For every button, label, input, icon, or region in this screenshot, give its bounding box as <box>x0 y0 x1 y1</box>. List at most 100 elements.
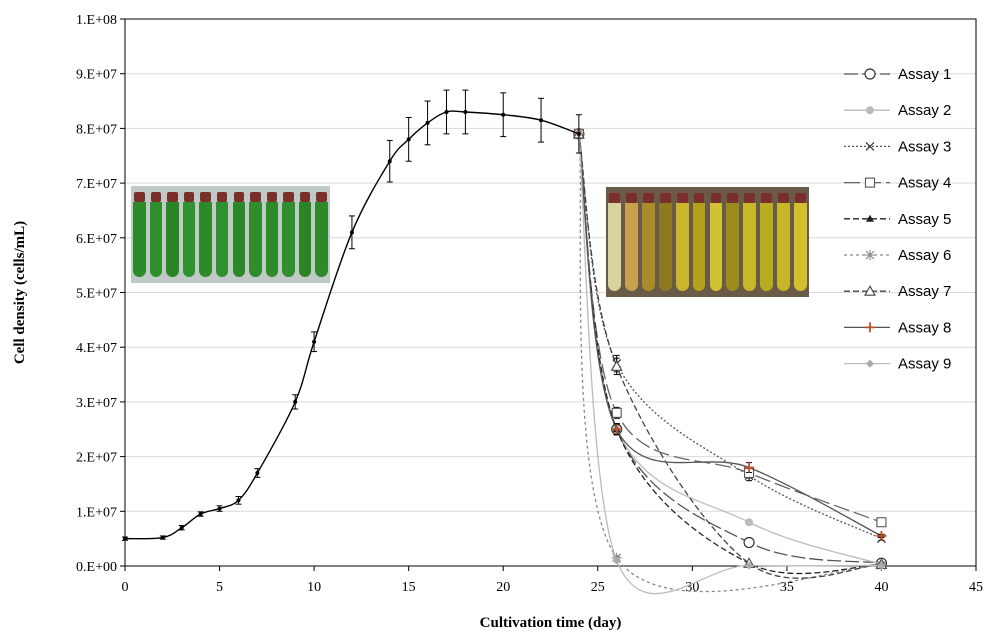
data-point <box>160 535 165 540</box>
culture-tube <box>133 202 146 277</box>
data-point <box>877 561 886 570</box>
legend-item: Assay 5 <box>844 211 951 228</box>
x-tick-label: 15 <box>402 580 416 595</box>
y-tick-label: 1.E+08 <box>76 13 117 28</box>
y-tick-label: 9.E+07 <box>76 68 117 83</box>
legend-marker <box>866 359 874 368</box>
y-tick-label: 6.E+07 <box>76 232 117 247</box>
x-tick-label: 40 <box>874 580 888 595</box>
growth-line <box>124 110 580 540</box>
data-point <box>349 230 354 235</box>
data-point <box>610 360 623 371</box>
growth-curve <box>122 89 582 541</box>
tube-cap <box>266 192 278 202</box>
tube-cap <box>625 193 637 203</box>
data-point <box>576 131 581 136</box>
tube-cap <box>134 192 145 202</box>
tube-cap <box>150 192 162 202</box>
series-9 <box>574 129 886 595</box>
x-tick-label: 25 <box>591 580 605 595</box>
legend-marker <box>865 141 875 151</box>
tube-cap <box>659 193 671 203</box>
data-point <box>501 112 506 117</box>
legend-label: Assay 7 <box>898 283 951 300</box>
y-tick-label: 8.E+07 <box>76 122 117 137</box>
tube-cap <box>216 192 228 202</box>
data-point <box>745 518 754 527</box>
legend-marker <box>864 68 876 80</box>
data-point <box>463 109 468 114</box>
culture-tube <box>692 203 706 291</box>
legend-marker <box>866 106 874 115</box>
x-tick-label: 45 <box>969 580 983 595</box>
culture-tube <box>282 202 295 277</box>
culture-tube <box>249 202 262 277</box>
culture-tube <box>608 203 621 291</box>
tube-cap <box>233 192 245 202</box>
culture-tube <box>658 203 672 291</box>
culture-tube <box>760 203 774 291</box>
culture-tube <box>166 202 179 277</box>
culture-tube <box>675 203 689 291</box>
data-point <box>236 498 241 503</box>
culture-tube <box>199 202 212 277</box>
culture-tube <box>149 202 163 277</box>
data-point <box>217 506 222 511</box>
tube-cap <box>299 192 311 202</box>
data-point <box>387 159 392 164</box>
culture-tube <box>641 203 655 291</box>
legend-label: Assay 4 <box>898 175 951 192</box>
culture-tube <box>777 203 791 291</box>
series-layer <box>572 127 888 595</box>
culture-tube <box>298 202 312 277</box>
culture-tube <box>709 203 723 291</box>
legend-item: Assay 2 <box>844 102 951 119</box>
legend-label: Assay 8 <box>898 319 951 336</box>
data-point <box>539 118 544 123</box>
y-tick-labels: 0.E+00 1.E+07 2.E+07 3.E+07 4.E+07 5.E+07 6.E+… <box>76 13 125 575</box>
data-point <box>745 561 754 570</box>
legend-item: Assay 9 <box>844 356 951 373</box>
data-point <box>406 137 411 142</box>
legend-item: Assay 8 <box>844 319 951 336</box>
data-point <box>611 407 622 418</box>
culture-tube <box>315 202 328 277</box>
y-tick-label: 5.E+07 <box>76 287 117 302</box>
data-point <box>444 109 449 114</box>
data-point <box>255 471 260 476</box>
culture-photo-green <box>131 186 330 283</box>
tube-cap <box>693 193 705 203</box>
culture-tube <box>182 202 196 277</box>
tube-cap <box>761 193 773 203</box>
legend-item: Assay 7 <box>844 283 951 300</box>
tube-cap <box>778 193 790 203</box>
gridlines <box>125 73 976 512</box>
tube-cap <box>609 193 620 203</box>
culture-tube <box>215 202 229 277</box>
tube-cap <box>183 192 195 202</box>
data-point <box>179 525 184 530</box>
x-tick-label: 35 <box>780 580 794 595</box>
series-line <box>578 133 882 537</box>
data-point <box>611 424 622 435</box>
legend-marker <box>866 214 874 222</box>
tube-cap <box>676 193 688 203</box>
legend-marker <box>864 285 876 296</box>
data-point <box>198 512 203 517</box>
data-point <box>123 536 127 541</box>
legend-label: Assay 5 <box>898 211 951 228</box>
culture-photo-yellow <box>606 187 809 297</box>
legend-marker <box>865 322 875 333</box>
legend-label: Assay 3 <box>898 138 951 155</box>
tube-cap <box>710 193 722 203</box>
series-line <box>578 133 882 595</box>
tube-cap <box>642 193 654 203</box>
data-point <box>612 556 621 565</box>
tube-cap <box>795 193 806 203</box>
series-line <box>578 133 882 579</box>
legend-label: Assay 2 <box>898 102 951 119</box>
y-tick-label: 4.E+07 <box>76 341 117 356</box>
y-tick-label: 0.E+00 <box>76 560 117 575</box>
